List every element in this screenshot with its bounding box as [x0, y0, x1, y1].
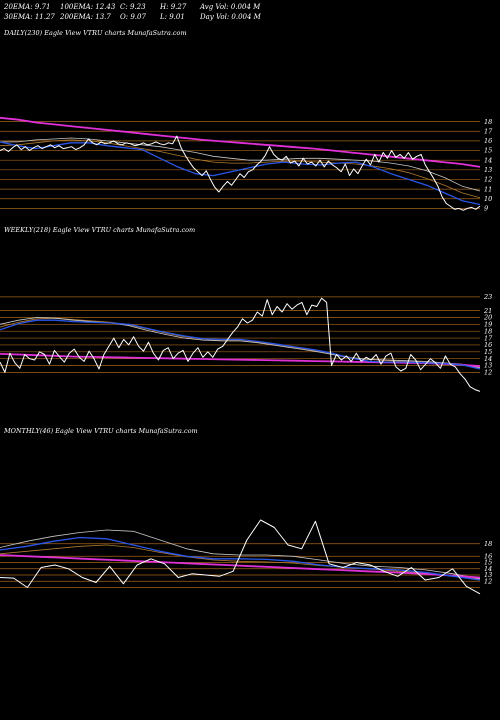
daily-tick-label-8: 10 — [484, 195, 492, 203]
daily-tick-label-5: 13 — [484, 166, 492, 174]
daily-ema-brown-line — [0, 139, 481, 199]
high-readout: H: 9.27 — [160, 3, 187, 11]
monthly-price-line — [0, 519, 481, 595]
daily-tick-label-1: 17 — [484, 127, 493, 135]
daily-tick-label-0: 18 — [484, 118, 492, 126]
monthly-ema-fast-line — [0, 536, 481, 581]
monthly-tick-label-1: 16 — [484, 552, 492, 560]
monthly-chart-title: MONTHLY(46) Eagle View VTRU charts Munaf… — [4, 427, 198, 435]
indicator-header-row-1: 20EMA: 9.71 100EMA: 12.43 C: 9.23 H: 9.2… — [4, 3, 494, 12]
daily-tick-label-2: 16 — [484, 137, 492, 145]
weekly-ema-slow-line — [0, 353, 481, 368]
ema200-readout: 200EMA: 13.7 — [60, 13, 111, 21]
daily-tick-label-6: 12 — [484, 176, 492, 184]
daily-chart-title: DAILY(230) Eagle View VTRU charts Munafa… — [4, 29, 187, 37]
weekly-ema-mid-line — [0, 317, 481, 368]
open-readout: O: 9.07 — [120, 13, 146, 21]
weekly-chart-title: WEEKLY(218) Eagle View VTRU charts Munaf… — [4, 226, 196, 234]
daily-ema-slow-line — [0, 116, 481, 168]
monthly-tick-label-3: 14 — [484, 565, 492, 573]
low-readout: L: 9.01 — [160, 13, 185, 21]
daily-ema-mid-line — [0, 137, 481, 192]
avg-vol-readout: Avg Vol: 0.004 M — [200, 3, 261, 11]
monthly-ema-brown-line — [0, 544, 481, 580]
monthly-ema-slow-line — [0, 554, 481, 579]
weekly-tick-label-2: 20 — [483, 314, 492, 322]
weekly-tick-label-7: 15 — [484, 348, 492, 356]
weekly-price-line — [0, 297, 481, 392]
ema30-readout: 30EMA: 11.27 — [4, 13, 55, 21]
weekly-tick-label-1: 21 — [483, 307, 492, 315]
weekly-tick-label-9: 13 — [484, 362, 492, 370]
weekly-tick-label-6: 16 — [484, 341, 492, 349]
close-readout: C: 9.23 — [120, 3, 146, 11]
monthly-tick-label-4: 13 — [484, 571, 492, 579]
monthly-tick-label-5: 12 — [484, 577, 492, 585]
weekly-ema-fast-line — [0, 319, 481, 370]
daily-tick-label-3: 15 — [484, 147, 492, 155]
weekly-tick-label-0: 23 — [483, 293, 492, 301]
daily-ema-fast-line — [0, 141, 481, 206]
ema100-readout: 100EMA: 12.43 — [60, 3, 116, 11]
day-vol-readout: Day Vol: 0.004 M — [200, 13, 261, 21]
weekly-tick-label-3: 19 — [484, 321, 492, 329]
indicator-header-row-2: 30EMA: 11.27 200EMA: 13.7 O: 9.07 L: 9.0… — [4, 13, 494, 22]
weekly-tick-label-4: 18 — [484, 327, 492, 335]
weekly-tick-label-8: 14 — [484, 355, 492, 363]
weekly-tick-label-5: 17 — [484, 334, 493, 342]
weekly-tick-label-10: 12 — [484, 369, 492, 377]
monthly-tick-label-0: 18 — [484, 540, 492, 548]
daily-tick-label-9: 9 — [484, 205, 488, 213]
ema20-readout: 20EMA: 9.71 — [4, 3, 51, 11]
daily-tick-label-7: 11 — [484, 185, 492, 193]
monthly-tick-label-2: 15 — [484, 559, 492, 567]
daily-tick-label-4: 14 — [484, 156, 492, 164]
daily-price-line — [0, 135, 481, 211]
